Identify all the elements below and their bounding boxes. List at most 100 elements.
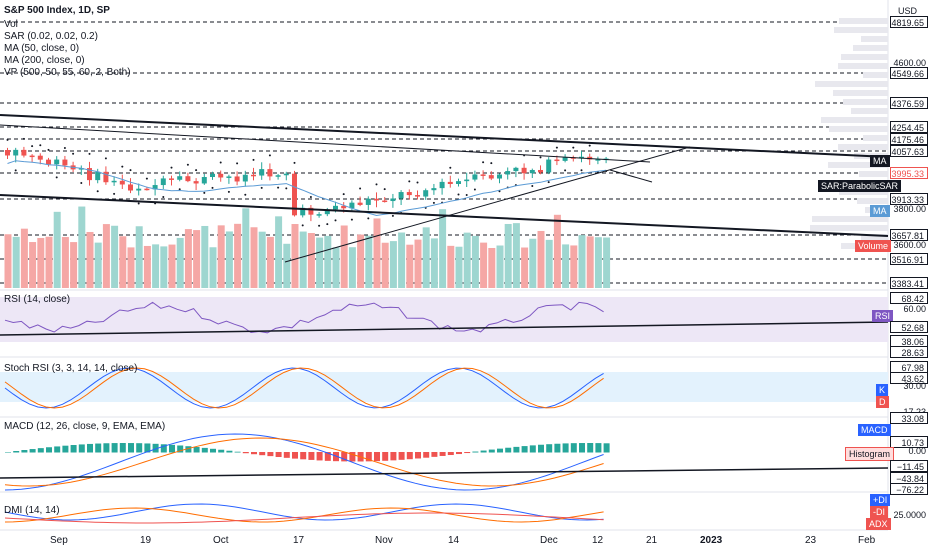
macd-histogram-bar	[595, 443, 602, 453]
volume-bar	[209, 247, 217, 288]
sar-dot	[129, 169, 132, 172]
candle-body	[529, 169, 535, 174]
time-axis-label: 17	[293, 535, 305, 546]
sar-dot	[547, 181, 550, 184]
trend-line	[0, 114, 889, 158]
macd-histogram-bar	[111, 443, 118, 453]
volume-bar	[102, 224, 110, 288]
sar-dot	[416, 181, 419, 184]
volume-profile-bar	[815, 81, 888, 87]
volume-bar	[357, 234, 365, 288]
candle-body	[464, 179, 470, 182]
candle-body	[513, 167, 519, 172]
candle-body	[497, 174, 502, 179]
sar-dot	[277, 186, 280, 189]
macd-histogram-bar	[570, 443, 577, 453]
sar-dot	[113, 192, 116, 195]
macd-histogram-bar	[70, 445, 77, 453]
indicator-ma50[interactable]: MA (50, close, 0)	[4, 43, 80, 54]
macd-trend-line	[0, 467, 889, 479]
macd-histogram-bar	[37, 448, 44, 453]
volume-bar	[78, 206, 86, 288]
macd-histogram-bar	[521, 446, 528, 453]
volume-bar	[381, 242, 389, 288]
sar-dot	[72, 152, 75, 155]
time-axis-label: Dec	[540, 535, 558, 546]
indicator-sar[interactable]: SAR (0.02, 0.02, 0.2)	[4, 31, 98, 42]
sar-dot	[465, 194, 468, 197]
macd-histogram-bar	[87, 443, 93, 453]
sar-dot	[432, 201, 435, 204]
candle-body	[185, 176, 191, 182]
rsi-axis-label: 60.00	[903, 304, 926, 314]
macd-histogram-bar	[242, 452, 249, 454]
volume-bar	[283, 243, 291, 288]
symbol-title[interactable]: S&P 500 Index, 1D, SP	[4, 5, 110, 16]
volume-bar	[471, 235, 479, 288]
sar-dot	[473, 188, 476, 191]
macd-level-box: 33.08	[890, 412, 928, 424]
sar-dot	[580, 169, 583, 172]
macd-histogram-bar	[5, 452, 11, 453]
signal-line	[4, 437, 604, 487]
indicator-vp[interactable]: VP (500, 50, 55, 60, 2, Both)	[4, 67, 131, 78]
volume-profile-bar	[843, 99, 888, 105]
macd-histogram-bar	[54, 446, 61, 453]
candle-body	[562, 157, 568, 161]
stoch-title[interactable]: Stoch RSI (3, 3, 14, 14, close)	[4, 363, 138, 374]
volume-profile-bar	[812, 216, 888, 222]
stoch-k-tag: K	[876, 384, 889, 396]
dmi-title[interactable]: DMI (14, 14)	[4, 505, 60, 516]
sar-dot	[326, 223, 329, 226]
sar-dot	[14, 169, 17, 172]
indicator-ma200[interactable]: MA (200, close, 0)	[4, 55, 85, 66]
macd-histogram-bar	[398, 452, 405, 460]
candle-body	[87, 168, 92, 181]
macd-histogram-bar	[349, 452, 356, 462]
macd-histogram-bar	[308, 452, 315, 460]
rsi-title[interactable]: RSI (14, close)	[4, 294, 71, 305]
volume-bar	[61, 237, 69, 288]
macd-histogram-bar	[406, 452, 413, 460]
volume-bar	[389, 241, 397, 288]
candle-body	[357, 202, 363, 205]
sar-dot	[555, 146, 558, 149]
plus-di-tag: +DI	[870, 494, 891, 506]
price-level-box: 4819.65	[890, 16, 928, 28]
volume-bar	[94, 242, 102, 288]
macd-title[interactable]: MACD (12, 26, close, 9, EMA, EMA)	[4, 421, 166, 432]
price-level-box: 4057.63	[890, 145, 928, 157]
stoch-axis-label: 30.00	[903, 381, 926, 391]
macd-histogram-bar	[587, 443, 594, 453]
volume-bar	[324, 235, 332, 288]
sar-dot	[186, 163, 189, 166]
volume-profile-bar	[863, 72, 888, 78]
macd-histogram-bar	[177, 445, 184, 453]
candle-body	[554, 159, 560, 162]
currency-label: USD	[898, 6, 918, 16]
rsi-level-box: 68.42	[890, 292, 928, 304]
sar-dot	[170, 166, 173, 169]
trend-line	[0, 124, 651, 163]
candle-body	[283, 173, 289, 176]
sar-dot	[564, 169, 567, 172]
macd-histogram-bar	[316, 452, 323, 461]
sar-dot	[121, 165, 124, 168]
sar-dot	[88, 152, 91, 155]
macd-histogram-bar	[382, 452, 389, 461]
candle-body	[267, 169, 273, 177]
volume-profile-bar	[839, 189, 888, 195]
candle-body	[308, 207, 314, 215]
candle-body	[595, 159, 601, 161]
candle-body	[234, 176, 240, 182]
indicator-vol[interactable]: Vol	[4, 19, 18, 30]
arrow-line	[609, 169, 653, 183]
candle-body	[259, 169, 265, 176]
volume-profile-bar	[828, 162, 888, 168]
time-axis-label: Feb	[858, 535, 876, 546]
candle-body	[447, 181, 453, 184]
macd-level-box: −11.45	[890, 460, 928, 472]
stoch-k-line	[4, 367, 604, 409]
candle-body	[177, 176, 183, 180]
